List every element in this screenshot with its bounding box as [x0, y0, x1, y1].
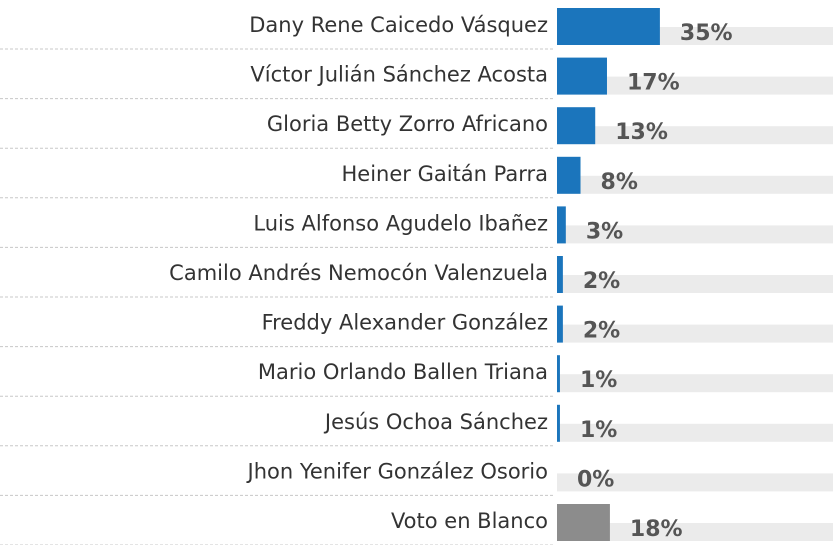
category-label: Luis Alfonso Agudelo Ibañez: [253, 211, 548, 235]
value-label: 0%: [577, 467, 614, 492]
bar-track: [557, 523, 833, 541]
bar: [557, 107, 596, 145]
category-label: Heiner Gaitán Parra: [341, 162, 548, 186]
value-label: 13%: [615, 120, 668, 145]
bar: [557, 504, 610, 541]
category-label: Gloria Betty Zorro Africano: [267, 112, 548, 136]
value-label: 8%: [601, 170, 638, 195]
category-label: Freddy Alexander González: [262, 311, 548, 335]
value-label: 35%: [680, 21, 733, 46]
bar-track: [557, 473, 833, 492]
bar-track: [557, 76, 833, 95]
value-label: 17%: [627, 71, 680, 96]
category-label: Camilo Andrés Nemocón Valenzuela: [169, 261, 548, 285]
bar: [557, 57, 607, 95]
bar-track: [557, 126, 833, 145]
bar-track: [557, 324, 833, 343]
bar-track: [557, 175, 833, 194]
bar: [557, 206, 566, 244]
category-label: Víctor Julián Sánchez Acosta: [250, 63, 548, 87]
bar: [557, 156, 581, 194]
value-label: 18%: [630, 517, 683, 542]
bar-track: [557, 374, 833, 393]
category-label: Voto en Blanco: [391, 509, 548, 533]
bar: [557, 404, 560, 442]
bar: [557, 305, 563, 343]
bar-track: [557, 423, 833, 442]
category-label: Mario Orlando Ballen Triana: [258, 360, 548, 384]
category-label: Jesús Ochoa Sánchez: [323, 410, 548, 434]
bar: [557, 355, 560, 393]
value-label: 1%: [580, 418, 617, 443]
bar-track: [557, 225, 833, 244]
category-label: Jhon Yenifer González Osorio: [246, 459, 548, 483]
bar: [557, 256, 563, 293]
category-label: Dany Rene Caicedo Vásquez: [249, 13, 548, 37]
value-label: 2%: [583, 319, 620, 344]
bar: [557, 8, 660, 45]
value-label: 3%: [586, 219, 623, 244]
value-label: 2%: [583, 269, 620, 294]
bar-track: [557, 275, 833, 293]
value-label: 1%: [580, 368, 617, 393]
